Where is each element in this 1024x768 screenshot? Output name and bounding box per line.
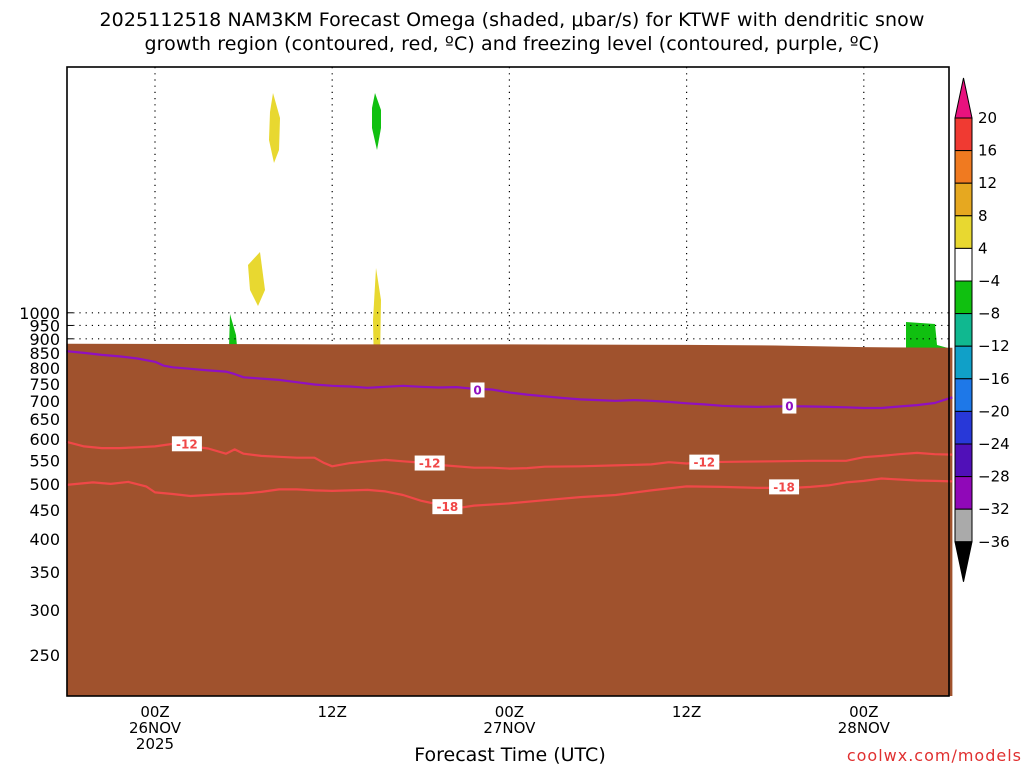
x-tick-label: 26NOV xyxy=(129,719,182,737)
contour-label-bg xyxy=(769,479,800,495)
colorbar-bottom-arrow xyxy=(954,541,973,582)
contour-line xyxy=(66,477,953,510)
y-tick-label: 800 xyxy=(29,359,60,378)
contour-label-bg xyxy=(689,454,720,470)
contour-line xyxy=(66,350,953,410)
colorbar-label: 16 xyxy=(978,142,997,160)
colorbar-swatch xyxy=(954,378,973,412)
contour-label: 0 xyxy=(785,400,793,414)
x-tick-label: 00Z xyxy=(140,703,169,721)
y-tick-label: 400 xyxy=(29,530,60,549)
colorbar-swatch xyxy=(954,345,973,380)
y-tick-label: 700 xyxy=(29,392,60,411)
y-tick-label: 500 xyxy=(29,475,60,494)
colorbar-label: −36 xyxy=(978,533,1010,551)
y-tick-label: 450 xyxy=(29,501,60,520)
colorbar-swatch xyxy=(954,247,973,282)
x-tick-label: 2025 xyxy=(136,735,174,753)
contour-label: -12 xyxy=(693,456,715,470)
colorbar-label: 20 xyxy=(978,109,997,127)
x-tick-label: 00Z xyxy=(495,703,524,721)
contour-label: -12 xyxy=(176,437,198,451)
colorbar-label: −28 xyxy=(978,468,1010,486)
x-axis-title: Forecast Time (UTC) xyxy=(414,744,606,766)
colorbar-label: −16 xyxy=(978,370,1010,388)
terrain-fill xyxy=(66,343,953,696)
contour-label-bg xyxy=(470,382,485,398)
contour-label: -12 xyxy=(419,457,441,471)
y-axis-tick-labels: 2503003504004505005506006507007508008509… xyxy=(19,304,60,665)
x-tick-label: 12Z xyxy=(318,703,347,721)
y-tick-label: 250 xyxy=(29,646,60,665)
colorbar-label: −20 xyxy=(978,402,1010,420)
y-tick-label: 350 xyxy=(29,563,60,582)
y-tick-label: 600 xyxy=(29,430,60,449)
chart-title-line-2: growth region (contoured, red, ºC) and f… xyxy=(144,33,880,55)
y-tick-label: 850 xyxy=(29,344,60,363)
colorbar-label: −32 xyxy=(978,500,1010,518)
colorbar-label: 4 xyxy=(978,239,988,257)
colorbar-swatch xyxy=(954,182,973,217)
y-tick-label: 650 xyxy=(29,410,60,429)
x-tick-label: 27NOV xyxy=(483,719,536,737)
omega-shade-yellow xyxy=(248,252,265,306)
contour-label-bg xyxy=(171,436,202,452)
y-tick-label: 1000 xyxy=(19,304,60,323)
y-tick-label: 900 xyxy=(29,330,60,349)
omega-shade-green xyxy=(372,93,381,150)
y-tick-label: 300 xyxy=(29,601,60,620)
colorbar-swatch xyxy=(954,508,973,543)
contour-label: -18 xyxy=(773,480,795,494)
omega-shade-yellow xyxy=(269,93,280,163)
chart-title-line-1: 2025112518 NAM3KM Forecast Omega (shaded… xyxy=(99,9,925,31)
colorbar-swatch xyxy=(954,215,973,249)
colorbar-swatch xyxy=(954,117,973,152)
colorbar-label: 8 xyxy=(978,207,988,225)
x-tick-label: 12Z xyxy=(672,703,701,721)
y-tick-label: 550 xyxy=(29,451,60,470)
colorbar-label: −4 xyxy=(978,272,1000,290)
contour-label-bg xyxy=(414,455,445,471)
y-tick-label: 950 xyxy=(29,316,60,335)
colorbar-swatch xyxy=(954,476,973,510)
colorbar-swatch xyxy=(954,280,973,315)
colorbar-label: 12 xyxy=(978,174,997,192)
temperature-contours: -18 -18 -12 -12 -12 0 0 xyxy=(66,350,953,515)
colorbar-swatch xyxy=(954,443,973,478)
colorbar-swatch xyxy=(954,150,973,184)
colorbar-label: −24 xyxy=(978,435,1010,453)
contour-label-bg xyxy=(432,499,463,515)
site-credit: coolwx.com/models xyxy=(846,746,1022,765)
colorbar-top-arrow xyxy=(954,77,973,119)
plot-frame xyxy=(66,66,950,697)
omega-colorbar: 20 16 12 8 4 −4 −8 −12 −16 −20 −24 −28 −32 −36 xyxy=(954,77,1010,582)
contour-label-bg xyxy=(782,398,797,414)
colorbar-label: −12 xyxy=(978,337,1010,355)
y-tick-label: 750 xyxy=(29,375,60,394)
contour-label: -18 xyxy=(437,500,459,514)
x-tick-label: 28NOV xyxy=(838,719,891,737)
contour-label: 0 xyxy=(473,383,481,397)
colorbar-label: −8 xyxy=(978,305,1000,323)
colorbar-swatch xyxy=(954,410,973,445)
x-tick-label: 00Z xyxy=(849,703,878,721)
colorbar-swatch xyxy=(954,313,973,347)
